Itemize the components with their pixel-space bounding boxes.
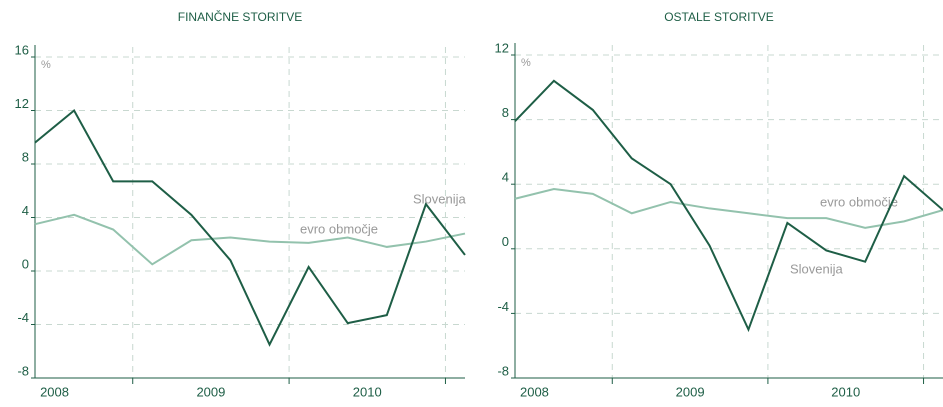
y-tick-label: 12 — [15, 96, 29, 111]
x-tick-label: 2009 — [676, 384, 705, 399]
series-line — [514, 188, 943, 229]
y-tick-label: 0 — [502, 234, 509, 249]
y-tick-label: 8 — [502, 105, 509, 120]
unit-label: % — [41, 59, 51, 71]
y-tick-label: -8 — [17, 363, 29, 378]
unit-label: % — [521, 57, 531, 69]
y-tick-label: 4 — [22, 203, 29, 218]
series-label: evro območje — [300, 221, 378, 236]
y-tick-label: 16 — [15, 42, 29, 57]
series-line — [34, 108, 466, 347]
series-line — [34, 213, 466, 266]
series-line — [514, 79, 943, 333]
y-tick-label: 0 — [22, 256, 29, 271]
y-tick-label: 4 — [502, 170, 509, 185]
y-tick-label: -8 — [497, 363, 509, 378]
x-tick-label: 2009 — [196, 384, 225, 399]
y-tick-label: 8 — [22, 149, 29, 164]
series-label: Slovenija — [790, 261, 844, 276]
y-tick-label: -4 — [17, 310, 29, 325]
y-tick-label: -4 — [497, 299, 509, 314]
x-tick-label: 2008 — [40, 384, 69, 399]
series-label: Slovenija — [413, 191, 467, 206]
y-tick-label: 12 — [495, 40, 509, 55]
chart-title: FINANČNE STORITVE — [178, 9, 302, 24]
x-tick-label: 2010 — [353, 384, 382, 399]
x-tick-label: 2008 — [520, 384, 549, 399]
series-label: evro območje — [820, 194, 898, 209]
chart-title: OSTALE STORITVE — [664, 10, 774, 24]
x-tick-label: 2010 — [831, 384, 860, 399]
